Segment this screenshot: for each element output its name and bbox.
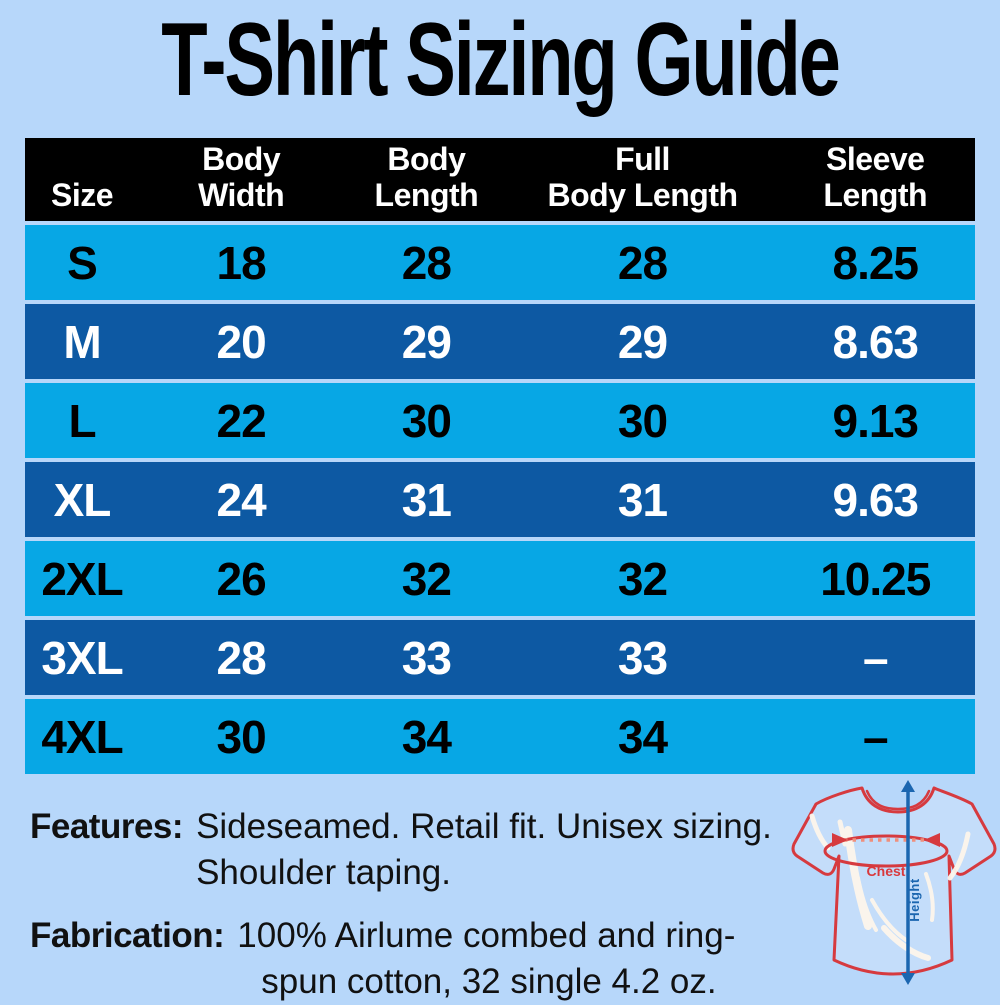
tshirt-measurement-diagram: Chest Height: [786, 778, 1000, 1000]
cell-body-width: 18: [216, 236, 267, 289]
features-note: Features: Sideseamed. Retail fit. Unisex…: [30, 804, 800, 896]
cell-body-length: 28: [401, 236, 452, 289]
cell-full-body-length: 28: [617, 236, 668, 289]
cell-body-width: 28: [216, 631, 267, 684]
cell-sleeve-length: 10.25: [820, 552, 931, 605]
size-table: Size Body Width Body Length Full Body Le…: [25, 138, 975, 774]
cell-size: 3XL: [41, 631, 123, 684]
height-arrowhead-top: [901, 780, 915, 792]
fabrication-line1: 100% Airlume combed and ring-: [237, 916, 736, 955]
table-row-l: L 22 30 30 9.13: [25, 383, 975, 458]
cell-sleeve-length: 9.63: [832, 473, 919, 526]
cell-body-width: 22: [216, 394, 267, 447]
tshirt-outline: [791, 786, 997, 976]
cell-body-length: 33: [401, 631, 452, 684]
cell-sleeve-length: 9.13: [832, 394, 919, 447]
cell-sleeve-length: –: [862, 631, 889, 684]
table-row-4xl: 4XL 30 34 34 –: [25, 699, 975, 774]
table-row-3xl: 3XL 28 33 33 –: [25, 620, 975, 695]
height-label: Height: [907, 878, 922, 922]
chest-arrow-right: [924, 833, 940, 847]
cell-body-length: 32: [401, 552, 452, 605]
table-row-2xl: 2XL 26 32 32 10.25: [25, 541, 975, 616]
features-label: Features:: [30, 807, 184, 846]
header-full-body-length: Full Body Length: [547, 141, 738, 213]
cell-body-width: 20: [216, 315, 267, 368]
fabrication-note: Fabrication: 100% Airlume combed and rin…: [30, 913, 800, 1005]
fabrication-label: Fabrication:: [30, 916, 225, 955]
cell-size: 4XL: [41, 710, 123, 763]
cell-full-body-length: 34: [617, 710, 668, 763]
table-row-s: S 18 28 28 8.25: [25, 225, 975, 300]
cell-body-length: 34: [401, 710, 452, 763]
cell-body-width: 24: [216, 473, 267, 526]
table-row-m: M 20 29 29 8.63: [25, 304, 975, 379]
cell-size: S: [67, 236, 98, 289]
cell-sleeve-length: 8.63: [832, 315, 919, 368]
cell-size: XL: [53, 473, 112, 526]
chest-arrow-left: [832, 833, 848, 847]
cell-full-body-length: 29: [617, 315, 668, 368]
cell-body-width: 30: [216, 710, 267, 763]
chest-label: Chest: [867, 863, 906, 879]
header-size: Size: [50, 177, 114, 213]
collar-seam: [865, 789, 931, 811]
cell-size: M: [63, 315, 101, 368]
features-line1: Sideseamed. Retail fit. Unisex sizing.: [196, 807, 772, 846]
cell-full-body-length: 32: [617, 552, 668, 605]
cell-full-body-length: 33: [617, 631, 668, 684]
cell-size: L: [68, 394, 96, 447]
cell-size: 2XL: [41, 552, 123, 605]
features-line2: Shoulder taping.: [196, 853, 451, 892]
page-title: T-Shirt Sizing Guide: [161, 2, 841, 118]
fabrication-line2: spun cotton, 32 single 4.2 oz.: [261, 962, 717, 1001]
cell-full-body-length: 31: [617, 473, 668, 526]
header-body-width: Body Width: [198, 141, 285, 213]
table-row-xl: XL 24 31 31 9.63: [25, 462, 975, 537]
cell-sleeve-length: 8.25: [832, 236, 919, 289]
table-header-row: Size Body Width Body Length Full Body Le…: [25, 138, 975, 221]
header-body-length: Body Length: [374, 141, 479, 213]
cell-body-length: 30: [401, 394, 452, 447]
cell-body-length: 29: [401, 315, 452, 368]
cell-body-length: 31: [401, 473, 452, 526]
height-arrowhead-bottom: [901, 973, 915, 985]
cell-full-body-length: 30: [617, 394, 668, 447]
cell-sleeve-length: –: [862, 710, 889, 763]
header-sleeve-length: Sleeve Length: [823, 141, 928, 213]
notes-section: Features: Sideseamed. Retail fit. Unisex…: [30, 804, 800, 1005]
cell-body-width: 26: [216, 552, 267, 605]
chest-ellipse: [823, 834, 949, 868]
